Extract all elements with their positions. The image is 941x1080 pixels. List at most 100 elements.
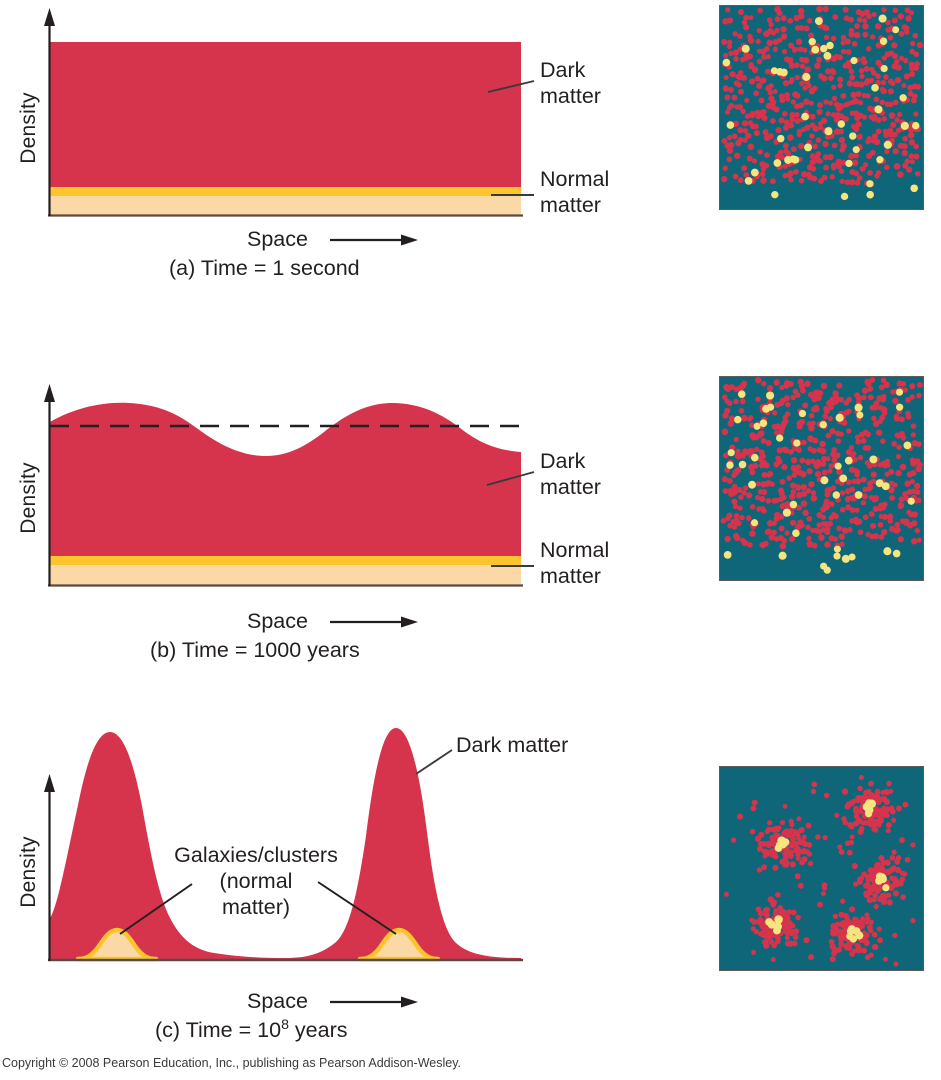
- dark-matter-particle: [910, 537, 918, 545]
- dark-matter-particle: [861, 947, 868, 954]
- dark-matter-particle: [749, 422, 755, 428]
- dark-matter-particle: [797, 7, 805, 15]
- dark-matter-particle: [787, 920, 793, 927]
- dark-matter-particle: [878, 534, 885, 540]
- dark-matter-particle: [829, 68, 836, 75]
- dark-matter-particle: [888, 112, 896, 119]
- dark-matter-particle: [838, 911, 845, 918]
- dark-matter-particle: [760, 177, 767, 184]
- dark-matter-particle: [843, 409, 850, 416]
- dark-matter-particle: [839, 147, 845, 153]
- dark-matter-particle: [909, 394, 915, 400]
- dark-matter-particle: [870, 34, 876, 40]
- dark-matter-particle: [851, 478, 857, 485]
- dark-matter-particle: [809, 113, 816, 120]
- dark-matter-particle: [755, 481, 761, 487]
- normal-matter-particle: [875, 479, 884, 488]
- dark-matter-particle: [726, 156, 733, 163]
- dark-matter-particle: [853, 31, 861, 39]
- normal-matter-particle: [892, 549, 901, 558]
- dark-matter-particle: [795, 464, 802, 470]
- dark-matter-particle: [908, 153, 915, 159]
- dark-matter-particle: [794, 111, 800, 118]
- dark-matter-particle: [832, 536, 839, 542]
- dark-matter-particle: [802, 47, 808, 53]
- dark-matter-particle: [913, 64, 920, 71]
- dark-matter-particle: [886, 780, 892, 787]
- normal-matter-particle: [850, 57, 858, 65]
- dark-matter-particle: [868, 919, 874, 925]
- normal-matter-particle: [866, 180, 874, 188]
- dark-matter-particle: [827, 154, 834, 160]
- dark-matter-particle: [759, 542, 767, 549]
- dark-matter-particle: [829, 174, 835, 180]
- dark-matter-particle: [818, 534, 825, 541]
- dark-matter-particle: [853, 813, 860, 820]
- dark-matter-particle: [732, 31, 738, 37]
- panel-c-caption-exponent: 8: [281, 1016, 289, 1033]
- dark-matter-particle: [885, 869, 892, 876]
- normal-matter-particle: [759, 419, 768, 427]
- dark-matter-particle: [863, 932, 870, 939]
- dark-matter-particle: [726, 478, 733, 485]
- dark-matter-particle: [901, 82, 907, 89]
- dark-matter-particle: [848, 68, 855, 75]
- dark-matter-particle: [783, 382, 790, 389]
- normal-matter-particle: [774, 922, 782, 931]
- dark-matter-particle: [721, 137, 728, 144]
- dark-matter-particle: [784, 91, 791, 98]
- dark-matter-particle: [833, 398, 840, 405]
- dark-matter-particle: [816, 108, 823, 115]
- normal-matter-particle: [804, 143, 813, 152]
- dark-matter-particle: [846, 801, 853, 808]
- normal-matter-particle: [820, 476, 829, 485]
- dark-matter-particle: [743, 24, 750, 31]
- dark-matter-particle: [852, 881, 859, 887]
- dark-matter-particle: [797, 828, 803, 834]
- dark-matter-particle: [792, 388, 799, 395]
- dark-matter-particle: [810, 166, 817, 172]
- dark-matter-particle: [787, 134, 794, 141]
- normal-matter-particle: [911, 121, 920, 130]
- dark-matter-particle: [889, 883, 896, 889]
- dark-matter-particle: [779, 819, 786, 826]
- dark-matter-particle: [838, 848, 845, 855]
- dark-matter-particle: [866, 462, 873, 469]
- dark-matter-particle: [731, 483, 738, 490]
- dark-matter-particle: [799, 457, 806, 464]
- dark-matter-particle: [805, 488, 812, 494]
- dark-matter-particle: [914, 171, 921, 177]
- dark-matter-particle: [722, 85, 730, 92]
- dark-matter-particle: [890, 389, 896, 395]
- dark-matter-particle: [887, 518, 894, 524]
- dark-matter-particle: [851, 41, 858, 47]
- normal-matter-particle: [833, 545, 841, 553]
- normal-matter-particle: [823, 566, 831, 574]
- dark-matter-particle: [892, 875, 898, 882]
- panel-a-y-axis-arrow-icon: [44, 8, 55, 26]
- dark-matter-particle: [823, 792, 830, 799]
- dark-matter-particle: [789, 535, 796, 542]
- normal-matter-particle: [798, 409, 807, 418]
- dark-matter-particle: [861, 59, 868, 66]
- dark-matter-particle: [894, 117, 900, 123]
- dark-matter-particle: [781, 502, 788, 509]
- panel-c-dark-matter-label: Dark matter: [456, 733, 569, 757]
- dark-matter-particle: [887, 88, 895, 95]
- dark-matter-particle: [782, 142, 789, 149]
- dark-matter-particle: [768, 938, 775, 945]
- dark-matter-particle: [909, 159, 915, 165]
- dark-matter-particle: [781, 110, 788, 117]
- panel-c-y-axis-arrow-icon: [44, 774, 55, 792]
- dark-matter-particle: [836, 468, 843, 476]
- dark-matter-particle: [807, 860, 814, 867]
- dark-matter-particle: [732, 120, 740, 128]
- normal-matter-particle: [802, 72, 811, 81]
- dark-matter-particle: [737, 127, 744, 134]
- dark-matter-particle: [896, 111, 903, 118]
- dark-matter-particle: [765, 497, 772, 504]
- dark-matter-particle: [775, 126, 782, 134]
- dark-matter-particle: [828, 463, 835, 469]
- dark-matter-particle: [865, 380, 872, 388]
- dark-matter-particle: [798, 13, 805, 20]
